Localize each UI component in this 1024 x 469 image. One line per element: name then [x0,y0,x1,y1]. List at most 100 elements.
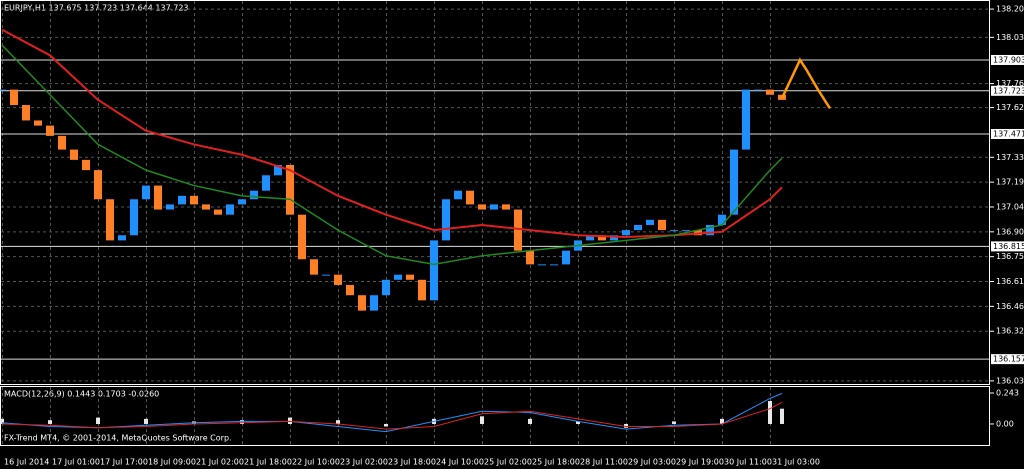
histogram-bar [528,418,532,424]
macd-title: MACD(12,26,9) 0.1443 0.1703 -0.0260 [4,390,159,399]
histogram-bar [288,417,292,424]
candle [658,219,666,231]
candle [442,199,450,241]
main-panel-border [0,0,990,385]
candle [382,279,390,296]
candle [334,274,342,285]
candle [82,159,90,171]
candle [742,89,750,150]
x-tick-label: 21 Jul 18:00 [244,458,292,467]
chart-title: EURJPY,H1 137.675 137.723 137.644 137.72… [4,4,189,13]
candle [670,230,678,232]
candle [478,204,486,210]
candle [130,199,138,236]
level-label: 136.815 [993,242,1024,251]
candle [754,89,762,91]
candle [310,259,318,275]
candle [526,250,534,265]
histogram-bar [780,408,784,424]
x-tick-label: 16 Jul 2014 [4,458,49,467]
candle [70,149,78,160]
candle [298,214,306,260]
candle [562,250,570,265]
candle [226,204,234,215]
candle [418,279,426,301]
candle [730,149,738,215]
x-tick-label: 29 Jul 19:00 [676,458,724,467]
candle [154,185,162,210]
candle [430,240,438,301]
line-series [1,44,783,266]
x-tick-label: 21 Jul 02:00 [196,458,244,467]
histogram-bar [672,421,676,424]
candle [166,204,174,210]
histogram-bar [0,418,4,424]
candle [262,175,270,191]
x-tick-label: 29 Jul 03:00 [628,458,676,467]
candle [46,125,54,136]
copyright: FX-Trend MT4, © 2001-2014, MetaQuotes So… [4,434,232,443]
x-tick-label: 18 Jul 09:00 [148,458,196,467]
y-tick-label: 136.900 [996,227,1024,236]
y-tick-label: 0.243 [996,389,1019,398]
candle [454,190,462,200]
level-box [991,54,1024,65]
x-tick-label: 25 Jul 18:00 [532,458,580,467]
histogram-bar [240,420,244,424]
level-label: 137.471 [993,129,1024,138]
candle [538,264,546,266]
candle [142,185,150,200]
candle [346,284,354,296]
candle [0,89,6,91]
candle [514,209,522,251]
x-tick-label: 25 Jul 02:00 [484,458,532,467]
level-box [991,354,1024,365]
candle [406,274,414,280]
candle [370,295,378,311]
macd-panel-border [0,386,990,446]
x-tick-label: 23 Jul 18:00 [388,458,436,467]
y-tick-label: 138.035 [996,33,1024,42]
line-series [1,401,783,430]
candle [94,170,102,200]
candle [358,295,366,311]
candle [190,195,198,205]
y-tick-label: 137.190 [996,178,1024,187]
candle [634,224,642,231]
candle [10,89,18,106]
y-tick-label: 137.765 [996,79,1024,88]
candle [610,235,618,241]
candle [250,190,258,200]
histogram-bar [48,420,52,424]
y-tick-label: 136.320 [996,327,1024,336]
histogram-bar [768,401,772,424]
x-tick-label: 30 Jul 11:00 [724,458,772,467]
x-tick-label: 31 Jul 03:00 [772,458,820,467]
candle [214,209,222,215]
y-tick-label: 0.00 [996,419,1014,428]
y-tick-label: 137.625 [996,103,1024,112]
candle [274,165,282,176]
candle [22,105,30,121]
histogram-bar [624,423,628,428]
candle [586,235,594,241]
histogram-bar [144,418,148,424]
candle [394,274,402,280]
level-box [991,85,1024,96]
candle [706,224,714,236]
x-tick-label: 24 Jul 10:00 [436,458,484,467]
line-series [1,392,783,433]
x-tick-label: 23 Jul 02:00 [340,458,388,467]
histogram-bar [576,421,580,424]
level-label: 137.903 [993,55,1024,64]
candle [490,204,498,210]
level-box [991,241,1024,252]
candle [202,204,210,210]
candle [766,89,774,95]
level-box [991,128,1024,139]
x-tick-label: 17 Jul 17:00 [100,458,148,467]
x-tick-label: 28 Jul 11:00 [580,458,628,467]
x-tick-label: 17 Jul 01:00 [52,458,100,467]
candle [58,135,66,150]
